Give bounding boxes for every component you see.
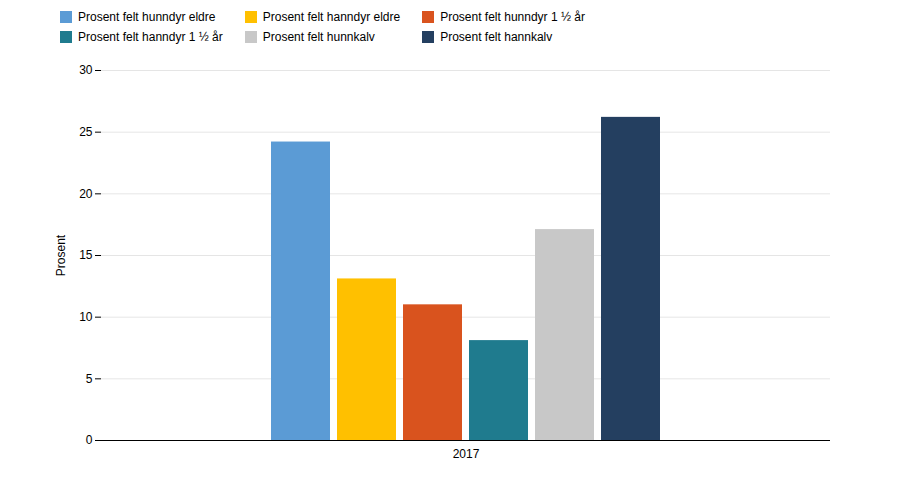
html-text:Prosent felt hannkalv: Prosent felt hannkalv <box>440 30 553 44</box>
svg-text:20: 20 <box>79 187 93 201</box>
svg-text:2017: 2017 <box>453 447 480 461</box>
svg-text:25: 25 <box>79 125 93 139</box>
svg-text:10: 10 <box>79 310 93 324</box>
svg-text:Prosent: Prosent <box>54 234 68 276</box>
svg-text:30: 30 <box>79 63 93 77</box>
html-text:Prosent felt hunndyr 1 ½ år: Prosent felt hunndyr 1 ½ år <box>440 10 585 24</box>
html-text:Prosent felt hanndyr 1 ½ år: Prosent felt hanndyr 1 ½ år <box>78 30 223 44</box>
html-text:Prosent felt hanndyr eldre: Prosent felt hanndyr eldre <box>262 10 401 24</box>
svg-text:0: 0 <box>86 433 93 447</box>
html-text:Prosent felt hunnkalv: Prosent felt hunnkalv <box>262 30 375 44</box>
svg-text:15: 15 <box>79 248 93 262</box>
svg-text:5: 5 <box>86 372 93 386</box>
html-text:Prosent felt hunndyr eldre: Prosent felt hunndyr eldre <box>78 10 216 24</box>
